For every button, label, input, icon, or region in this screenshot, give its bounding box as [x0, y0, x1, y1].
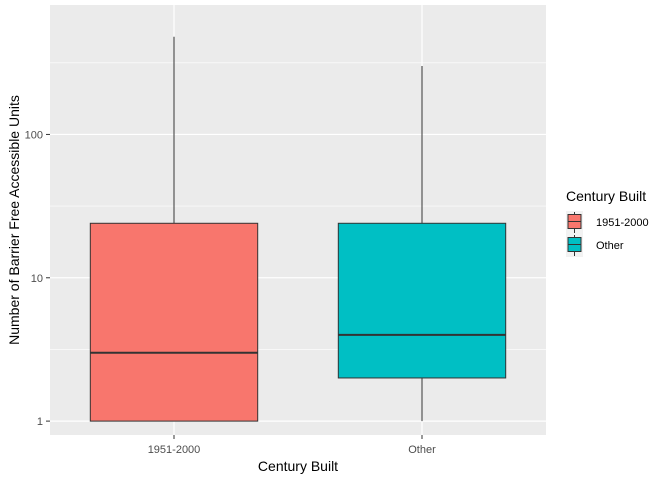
- box-1951-2000: [89, 36, 259, 422]
- legend-label: 1951-2000: [596, 217, 649, 229]
- legend-key-Other: [566, 234, 583, 257]
- legend: Century Built 1951-2000 Other: [566, 188, 649, 257]
- legend-title: Century Built: [566, 188, 646, 204]
- x-axis: 1951-2000 Other: [148, 435, 436, 456]
- y-tick-label: 10: [31, 273, 43, 285]
- box-iqr: [89, 222, 259, 422]
- y-axis-title: Number of Barrier Free Accessible Units: [6, 95, 22, 345]
- legend-label: Other: [596, 240, 624, 252]
- legend-key-1951-2000: [566, 211, 583, 234]
- x-tick-label: Other: [408, 444, 436, 456]
- y-tick-label: 100: [25, 129, 43, 141]
- box-Other: [337, 66, 507, 422]
- x-axis-title: Century Built: [258, 458, 338, 474]
- box-iqr: [337, 222, 507, 379]
- y-tick-label: 1: [37, 416, 43, 428]
- y-axis: 1 10 100: [25, 129, 50, 428]
- x-tick-label: 1951-2000: [148, 444, 201, 456]
- boxes: [89, 36, 507, 422]
